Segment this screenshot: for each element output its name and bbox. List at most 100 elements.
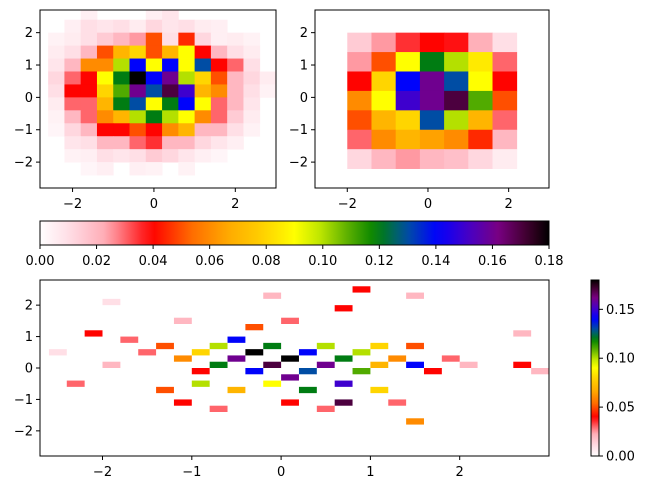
heatmap-cell — [129, 84, 147, 98]
heatmap-cell — [210, 123, 228, 137]
y-tick-label: 0 — [25, 362, 33, 377]
heatmap-cell — [145, 149, 163, 163]
heatmap-cell — [120, 336, 139, 343]
heatmap-cell — [191, 380, 210, 387]
heatmap-cell — [371, 71, 397, 92]
x-tick-label: 2 — [231, 197, 239, 212]
heatmap-cell — [513, 361, 532, 368]
heatmap-cells — [48, 10, 276, 176]
heatmap-cell — [162, 149, 179, 163]
heatmap-cell — [388, 355, 407, 362]
heatmap-cell — [178, 162, 196, 176]
heatmap-cell — [210, 97, 228, 111]
x-tick-label: 0 — [277, 465, 285, 480]
heatmap-cell — [178, 97, 196, 111]
heatmap-cell — [113, 136, 130, 150]
heatmap-cell — [395, 90, 421, 111]
heatmap-cell — [96, 32, 114, 46]
heatmap-cell — [281, 355, 299, 362]
heatmap-cell — [227, 110, 244, 124]
heatmap-cell — [162, 32, 179, 46]
heatmap-cell — [162, 10, 179, 21]
heatmap-cell — [334, 305, 353, 312]
y-tick-label: −1 — [14, 123, 33, 138]
heatmap-cell — [388, 399, 407, 406]
heatmap-cell — [419, 71, 445, 92]
heatmap-cell — [64, 149, 82, 163]
heatmap-cell — [129, 136, 147, 150]
heatmap-cell — [468, 90, 493, 111]
x-tick-label: −2 — [338, 197, 357, 212]
heatmap-cell — [370, 342, 389, 350]
y-tick-label: 2 — [25, 299, 33, 314]
heatmap-cell — [406, 361, 424, 368]
heatmap-cell — [227, 58, 244, 72]
heatmap-cell — [395, 129, 421, 150]
heatmap-cell — [113, 58, 130, 72]
heatmap-cell — [64, 110, 82, 124]
heatmap-cell — [80, 149, 98, 163]
heatmap-cell — [162, 136, 179, 150]
heatmap-cell — [406, 292, 424, 299]
heatmap-cell — [194, 97, 212, 111]
heatmap-cell — [227, 123, 244, 137]
heatmap-cell — [145, 84, 163, 98]
x-tick-label: 2 — [456, 465, 464, 480]
heatmap-cell — [444, 32, 469, 53]
heatmap-cells — [347, 32, 518, 169]
heatmap-cell — [48, 97, 65, 111]
heatmap-cell — [352, 368, 371, 375]
heatmap-cell — [145, 58, 163, 72]
heatmap-cell — [492, 71, 518, 92]
heatmap-cell — [80, 162, 98, 176]
heatmap-cell — [145, 110, 163, 124]
heatmap-cell — [145, 162, 163, 176]
heatmap-cell — [444, 52, 469, 72]
heatmap-cell — [444, 149, 469, 169]
heatmap-cell — [80, 110, 98, 124]
axes-frame — [314, 9, 550, 189]
heatmap-cell — [531, 368, 549, 375]
heatmap-cell — [96, 162, 114, 176]
heatmap-cell — [194, 58, 212, 72]
heatmap-cell — [419, 149, 445, 169]
heatmap-cell — [96, 136, 114, 150]
heatmap-cell — [492, 110, 518, 131]
heatmap-cell — [96, 19, 114, 34]
heatmap-cell — [444, 129, 469, 150]
heatmap-cell — [347, 71, 372, 92]
heatmap-cell — [263, 380, 282, 387]
heatmap-cell — [64, 97, 82, 111]
heatmap-cell — [162, 71, 179, 85]
heatmap-cell — [281, 317, 299, 324]
colorbar-gradient — [591, 280, 599, 456]
heatmap-cell — [316, 342, 335, 350]
x-tick-label: 0 — [424, 197, 432, 212]
heatmap-cell — [113, 32, 130, 46]
heatmap-cell — [129, 71, 147, 85]
heatmap-cell — [48, 58, 65, 72]
heatmap-cell — [113, 45, 130, 59]
heatmap-cell — [113, 19, 130, 34]
colorbar-frame — [39, 220, 550, 246]
heatmap-cell — [263, 361, 282, 368]
y-tick-label: 1 — [300, 59, 308, 74]
heatmap-cell — [406, 342, 424, 350]
heatmap-cell — [468, 52, 493, 72]
colorbar-tick-label: 0.08 — [252, 254, 281, 269]
heatmap-cell — [245, 349, 264, 356]
heatmap-cell — [227, 355, 246, 362]
heatmap-cell — [48, 84, 65, 98]
y-tick-label: 1 — [25, 330, 33, 345]
colorbar-tick-label: 0.02 — [82, 254, 111, 269]
heatmap-cell — [64, 123, 82, 137]
heatmap-cell — [80, 58, 98, 72]
heatmap-cell — [468, 110, 493, 131]
heatmap-cell — [96, 97, 114, 111]
heatmap-cell — [209, 405, 228, 412]
heatmap-cell — [371, 149, 397, 169]
heatmap-cell — [48, 32, 65, 46]
heatmap-cell — [96, 149, 114, 163]
heatmap-cell — [113, 110, 130, 124]
heatmap-cell — [64, 19, 82, 34]
